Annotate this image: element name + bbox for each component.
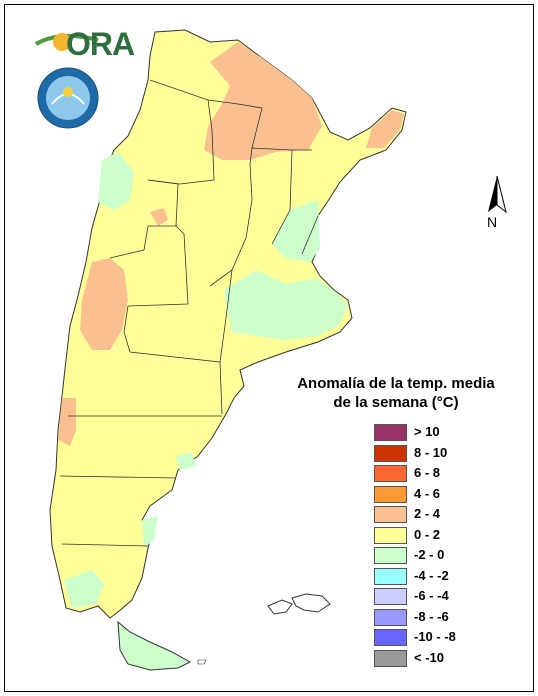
legend-label: 4 - 6 xyxy=(414,485,441,501)
legend-label: < -10 xyxy=(414,649,444,665)
legend-label: -10 - -8 xyxy=(414,629,456,644)
legend-swatch xyxy=(374,526,407,544)
legend-swatch xyxy=(374,629,407,646)
legend-title: Anomalía de la temp. media de la semana … xyxy=(296,374,496,412)
legend-item: 2 - 4 xyxy=(374,504,504,525)
tierra-del-fuego xyxy=(117,620,192,671)
legend-item: > 10 xyxy=(374,422,504,443)
smn-seal-logo xyxy=(37,67,99,129)
legend-item: -10 - -8 xyxy=(374,627,504,648)
legend-item: -4 - -2 xyxy=(374,566,504,587)
legend-swatch xyxy=(374,588,407,605)
legend-item: -2 - 0 xyxy=(374,545,504,566)
ora-logo-text: ORA xyxy=(66,26,135,62)
warm-spot xyxy=(150,208,168,226)
legend-item: -6 - -4 xyxy=(374,586,504,607)
legend-item: 4 - 6 xyxy=(374,484,504,505)
legend-label: 6 - 8 xyxy=(414,465,441,480)
legend-swatch xyxy=(374,608,407,626)
ora-logo-sun xyxy=(53,33,71,51)
legend-swatch xyxy=(374,547,407,564)
legend-item: 8 - 10 xyxy=(374,443,504,464)
legend-swatch xyxy=(374,444,407,462)
north-label: N xyxy=(487,214,498,230)
legend-items: > 10 8 - 10 6 - 8 4 - 6 2 - 4 0 - 2 -2 - 0 -4 -… xyxy=(374,422,504,668)
cool-zone-entre-rios xyxy=(272,200,320,262)
legend-swatch xyxy=(374,485,407,503)
legend-swatch xyxy=(374,424,407,441)
legend: Anomalía de la temp. media de la semana … xyxy=(296,374,496,667)
north-arrow-icon xyxy=(488,175,507,214)
malvinas-east xyxy=(291,593,331,613)
warm-zone-cuyo xyxy=(80,258,128,350)
legend-title-line-2: de la semana (°C) xyxy=(333,394,459,411)
legend-label: -2 - 0 xyxy=(414,547,445,562)
legend-label: -4 - -2 xyxy=(414,567,449,583)
legend-label: -8 - -6 xyxy=(414,608,449,624)
warm-zone-north xyxy=(204,42,322,160)
cool-zone-northwest xyxy=(98,152,134,210)
legend-swatch xyxy=(374,649,407,667)
legend-swatch xyxy=(374,506,407,523)
legend-item: -8 - -6 xyxy=(374,607,504,628)
legend-swatch xyxy=(374,567,407,585)
cool-zone-santa-cruz xyxy=(64,570,104,608)
mainland-region xyxy=(49,29,407,619)
warm-zone-corrientes xyxy=(366,110,404,148)
cool-zone-buenos-aires xyxy=(224,270,348,340)
legend-label: > 10 xyxy=(414,424,440,439)
malvinas-west xyxy=(267,599,293,615)
warm-zone-south-andes xyxy=(58,398,76,446)
legend-swatch xyxy=(374,465,407,482)
cool-zone-chubut-coast xyxy=(142,516,158,548)
legend-item: 0 - 2 xyxy=(374,525,504,546)
legend-label: -6 - -4 xyxy=(414,588,449,603)
cool-zone-patagonia-east xyxy=(176,452,196,470)
legend-title-line-1: Anomalía de la temp. media xyxy=(297,375,495,392)
small-island xyxy=(197,659,207,665)
legend-label: 0 - 2 xyxy=(414,526,441,542)
legend-item: < -10 xyxy=(374,648,504,669)
province-borders xyxy=(59,79,319,547)
legend-label: 2 - 4 xyxy=(414,506,441,521)
legend-item: 6 - 8 xyxy=(374,463,504,484)
legend-label: 8 - 10 xyxy=(414,444,448,460)
